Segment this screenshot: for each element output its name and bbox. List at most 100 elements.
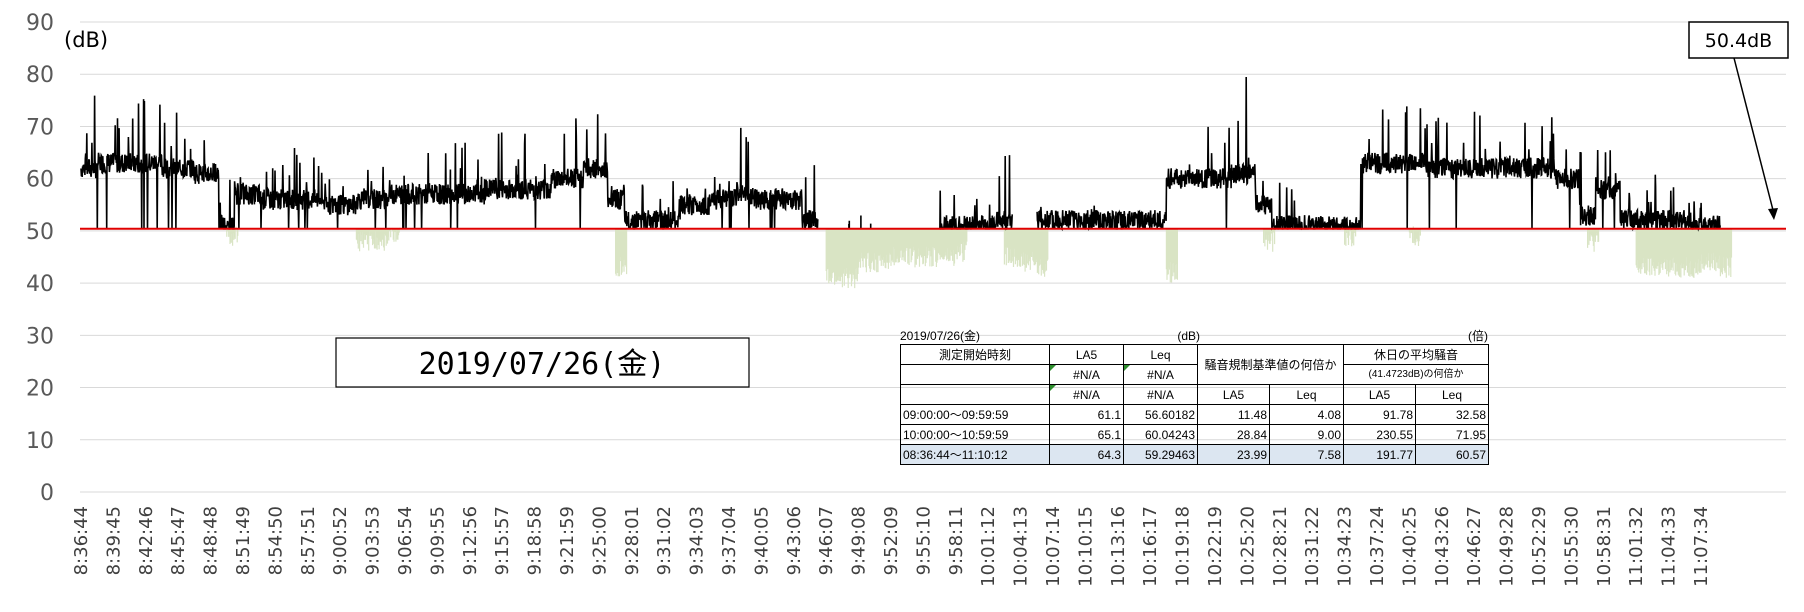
summary-table: 2019/07/26(金) (dB) (倍) 測定開始時刻 LA5 Leq 騒音… <box>900 328 1490 465</box>
x-tick-label: 10:13:16 <box>1108 506 1129 587</box>
x-tick-label: 9:37:04 <box>719 506 740 575</box>
table-row: 09:00:00～09:59:59 61.1 56.60182 11.48 4.… <box>900 404 1490 425</box>
x-tick-label: 8:45:47 <box>168 506 189 575</box>
x-tick-label: 10:25:20 <box>1237 506 1258 587</box>
header-noise-standard: 騒音規制基準値の何倍か <box>1196 344 1345 385</box>
sub-header-hol-la5: LA5 <box>1343 384 1417 405</box>
table-caption: 2019/07/26(金) (dB) (倍) <box>900 328 1488 344</box>
x-tick-label: 10:49:28 <box>1497 506 1518 587</box>
x-tick-label: 10:28:21 <box>1270 506 1291 587</box>
header-na-la5-2: #N/A <box>1049 384 1124 405</box>
x-tick-label: 9:31:02 <box>654 506 675 575</box>
noise-level-series <box>80 76 1721 232</box>
callout-arrow-head <box>1768 208 1778 220</box>
x-tick-label: 10:46:27 <box>1464 506 1485 587</box>
x-tick-label: 8:57:51 <box>298 506 319 575</box>
x-tick-label: 9:09:55 <box>427 506 448 575</box>
x-tick-label: 9:18:58 <box>525 506 546 575</box>
x-tick-label: 9:46:07 <box>816 506 837 575</box>
date-box-label: 2019/07/26(金) <box>419 347 666 382</box>
row-std-leq: 9.00 <box>1268 424 1345 445</box>
y-axis-ticks: 0 10 20 30 40 50 60 70 80 90 <box>26 11 54 506</box>
x-tick-label: 9:28:01 <box>622 506 643 575</box>
x-tick-label: 10:04:13 <box>1011 506 1032 587</box>
row-la5: 64.3 <box>1049 444 1124 465</box>
callout-arrow-line <box>1733 57 1775 215</box>
sub-header-std-la5: LA5 <box>1197 384 1270 405</box>
callout-label: 50.4dB <box>1705 30 1772 52</box>
x-tick-label: 9:25:00 <box>589 506 610 575</box>
row-hol-la5: 191.77 <box>1343 444 1417 465</box>
header-empty <box>900 364 1050 385</box>
x-tick-label: 10:07:14 <box>1043 506 1064 587</box>
header-holiday-line1: 休日の平均騒音 <box>1343 344 1490 365</box>
x-tick-label: 10:37:24 <box>1367 506 1388 587</box>
header-start-time: 測定開始時刻 <box>900 344 1050 365</box>
row-std-la5: 23.99 <box>1197 444 1270 465</box>
x-tick-label: 9:52:09 <box>881 506 902 575</box>
x-tick-label: 9:40:05 <box>751 506 772 575</box>
x-tick-label: 11:04:33 <box>1659 506 1680 587</box>
header-row-3: #N/A #N/A LA5 Leq LA5 Leq <box>900 384 1490 405</box>
y-tick-label: 90 <box>26 11 54 36</box>
x-axis-ticks: 8:36:44 8:39:45 8:42:46 8:45:47 8:48:48 8:51:… <box>71 506 1712 587</box>
x-tick-label: 9:12:56 <box>460 506 481 575</box>
x-tick-label: 10:34:23 <box>1335 506 1356 587</box>
noise-level-line <box>80 76 1721 232</box>
y-tick-label: 40 <box>26 272 54 297</box>
header-row-1: 測定開始時刻 LA5 Leq 騒音規制基準値の何倍か 休日の平均騒音 <box>900 344 1490 385</box>
x-tick-label: 9:21:59 <box>557 506 578 575</box>
row-leq: 60.04243 <box>1123 424 1198 445</box>
y-axis-unit-label: (dB) <box>64 28 108 52</box>
y-tick-label: 50 <box>26 220 54 245</box>
x-tick-label: 10:40:25 <box>1399 506 1420 587</box>
row-hol-leq: 32.58 <box>1415 404 1490 425</box>
x-tick-label: 9:49:08 <box>849 506 870 575</box>
x-tick-label: 8:36:44 <box>71 506 92 575</box>
sub-header-hol-leq: Leq <box>1415 384 1490 405</box>
below-threshold-line <box>226 226 1733 289</box>
header-na-leq: #N/A <box>1123 364 1198 385</box>
y-tick-label: 0 <box>40 481 54 506</box>
x-tick-label: 8:54:50 <box>265 506 286 575</box>
caption-db: (dB) <box>1177 329 1200 343</box>
x-tick-label: 11:07:34 <box>1691 506 1712 587</box>
x-tick-label: 10:22:19 <box>1205 506 1226 587</box>
row-leq: 59.29463 <box>1123 444 1198 465</box>
below-threshold-series <box>226 226 1733 289</box>
header-row-2: #N/A #N/A (41.4723dB)の何倍か <box>900 364 1490 385</box>
header-na-la5: #N/A <box>1049 364 1124 385</box>
row-std-la5: 11.48 <box>1197 404 1270 425</box>
x-tick-label: 10:55:30 <box>1561 506 1582 587</box>
x-tick-label: 9:55:10 <box>913 506 934 575</box>
y-tick-label: 20 <box>26 377 54 402</box>
row-time: 08:36:44～11:10:12 <box>900 444 1050 465</box>
date-box: 2019/07/26(金) <box>335 337 750 388</box>
x-tick-label: 9:58:11 <box>946 506 967 575</box>
x-tick-label: 9:34:03 <box>687 506 708 575</box>
summary-grid: 測定開始時刻 LA5 Leq 騒音規制基準値の何倍か 休日の平均騒音 #N/A … <box>900 344 1490 465</box>
x-tick-label: 10:19:18 <box>1173 506 1194 587</box>
row-std-leq: 4.08 <box>1268 404 1345 425</box>
x-tick-label: 9:15:57 <box>492 506 513 575</box>
row-hol-leq: 71.95 <box>1415 424 1490 445</box>
x-tick-label: 8:39:45 <box>103 506 124 575</box>
header-holiday-line2: (41.4723dB)の何倍か <box>1343 364 1490 385</box>
callout-box <box>1688 21 1789 59</box>
x-tick-label: 10:01:12 <box>978 506 999 587</box>
row-la5: 65.1 <box>1049 424 1124 445</box>
row-std-leq: 7.58 <box>1268 444 1345 465</box>
row-std-la5: 28.84 <box>1197 424 1270 445</box>
y-tick-label: 70 <box>26 115 54 140</box>
x-tick-label: 9:06:54 <box>395 506 416 575</box>
x-tick-label: 9:03:53 <box>363 506 384 575</box>
x-tick-label: 10:58:31 <box>1594 506 1615 587</box>
header-leq: Leq <box>1123 344 1198 365</box>
header-la5: LA5 <box>1049 344 1124 365</box>
y-tick-label: 80 <box>26 63 54 88</box>
row-time: 10:00:00～10:59:59 <box>900 424 1050 445</box>
x-tick-label: 10:43:26 <box>1432 506 1453 587</box>
date-box-frame <box>335 337 750 388</box>
header-empty-2 <box>900 384 1050 405</box>
